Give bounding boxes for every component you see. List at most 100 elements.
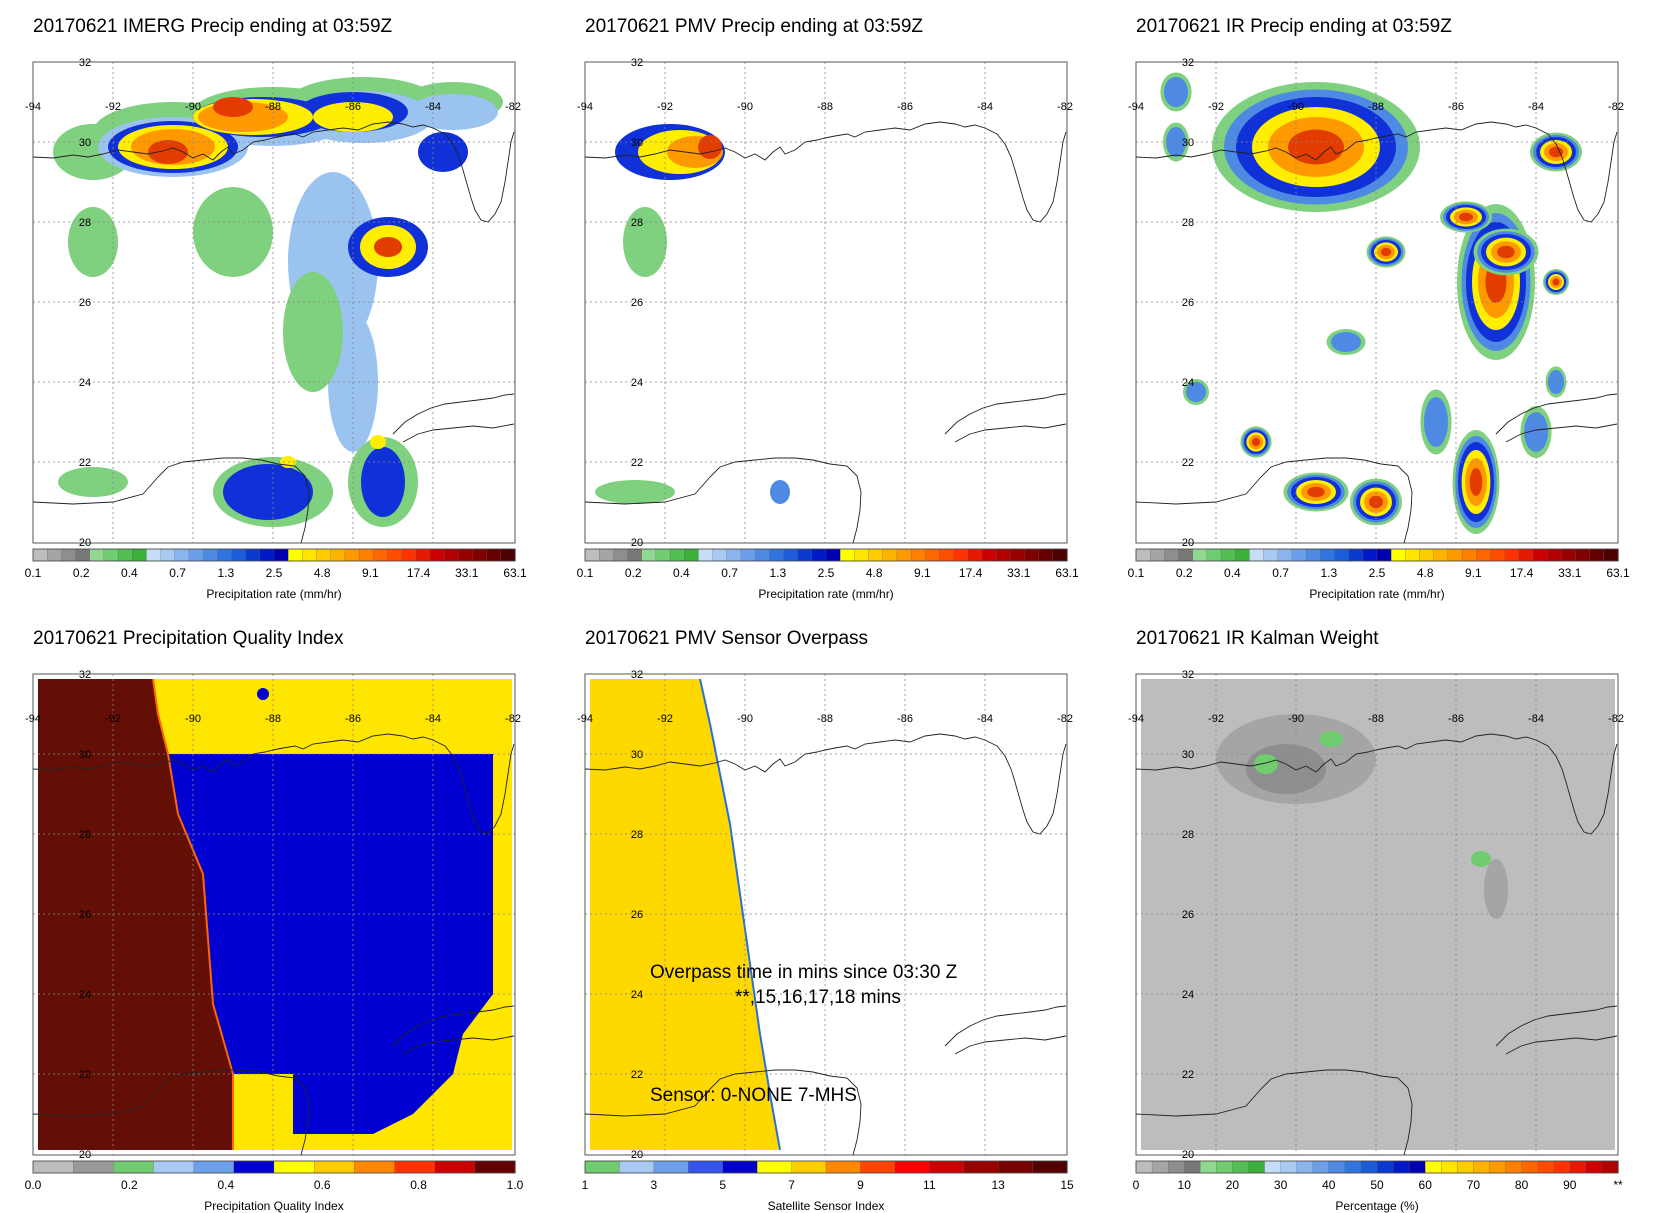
lat-tick-label: 26	[79, 297, 91, 309]
coastline-path	[1135, 1069, 1413, 1156]
colorbar-tick-label: 9	[857, 1178, 864, 1192]
colorbar-bin	[1569, 1160, 1587, 1174]
lat-tick-label: 22	[79, 1069, 91, 1081]
precip-cell	[361, 447, 405, 517]
colorbar-bin	[354, 1160, 396, 1174]
colorbar-tick-label: 17.4	[959, 566, 983, 580]
grid-lines	[585, 674, 1067, 1155]
lat-tick-label: 32	[631, 57, 643, 69]
lon-tick-label: -82	[1057, 101, 1073, 113]
colorbar-title-pqi: Precipitation Quality Index	[204, 1199, 344, 1213]
colorbar-tick-label: 10	[1178, 1178, 1192, 1192]
colorbar-bin	[259, 548, 275, 562]
colorbar-tick-label: 0.1	[577, 566, 594, 580]
colorbar-bin	[1362, 548, 1378, 562]
colorbar-bin	[316, 548, 332, 562]
coastline-path	[1135, 457, 1413, 544]
colorbar-border	[584, 1160, 1068, 1174]
colorbar-tick-label: 0.1	[1128, 566, 1145, 580]
colorbar-bin	[401, 548, 417, 562]
precip-cell	[283, 272, 343, 392]
colorbar-bin	[273, 1160, 315, 1174]
colorbar-bin	[344, 548, 360, 562]
map-border	[32, 673, 516, 1156]
lat-tick-label: 20	[79, 1149, 91, 1161]
coastline-path	[954, 423, 1067, 443]
colorbar-bins	[584, 548, 1068, 562]
colorbar-bin	[486, 548, 502, 562]
colorbar-bin	[434, 1160, 476, 1174]
coastline-path	[392, 1005, 515, 1047]
coastline-path	[1495, 1005, 1618, 1047]
lat-tick-label: 28	[79, 217, 91, 229]
lon-tick-label: -82	[505, 713, 521, 725]
lat-tick-label: 26	[1182, 297, 1194, 309]
colorbar-bin	[1585, 1160, 1603, 1174]
colorbar-bin	[896, 548, 912, 562]
lon-tick-label: -92	[657, 713, 673, 725]
map-overpass: -94 -92 -90 -88 -86 -84 -82 32 30 28 26 24 22 20	[577, 669, 1073, 1161]
coastline-path	[1135, 121, 1618, 223]
colorbar-bin	[89, 548, 105, 562]
colorbar-bin	[688, 1160, 724, 1174]
lat-tick-label: 30	[79, 749, 91, 761]
colorbar-bin	[684, 548, 700, 562]
colorbar-bin	[641, 548, 657, 562]
lon-tick-label: -88	[817, 101, 833, 113]
colorbar-bin	[1575, 548, 1591, 562]
colorbar-tick-label: 20	[1226, 1178, 1240, 1192]
colorbar-tick-label: 3	[651, 1178, 658, 1192]
colorbar-bin	[740, 548, 756, 562]
colorbar-tick-label: 1.3	[1320, 566, 1337, 580]
colorbar-tick-label: 5	[719, 1178, 726, 1192]
coastline-path	[584, 733, 1067, 835]
colorbar-bin	[1052, 548, 1068, 562]
colorbar-tick-label: 63.1	[503, 566, 527, 580]
colorbar-bin	[188, 548, 204, 562]
lon-tick-label: -90	[737, 101, 753, 113]
colorbar-bin	[619, 1160, 655, 1174]
lat-tick-label: 20	[631, 1149, 643, 1161]
lon-tick-label: -94	[577, 101, 593, 113]
colorbar-tick-label: 33.1	[1558, 566, 1582, 580]
colorbar-bin	[1457, 1160, 1475, 1174]
colorbar-bin	[153, 1160, 195, 1174]
quality-field	[38, 678, 512, 1150]
precip-cell	[408, 94, 498, 130]
colorbar-bin	[868, 548, 884, 562]
lon-tick-label: -82	[1608, 101, 1624, 113]
colorbar-bins	[1135, 1160, 1619, 1174]
colorbar-bin	[1461, 548, 1477, 562]
colorbar-tick-label: 2.5	[1369, 566, 1386, 580]
precip-cell	[1459, 212, 1473, 222]
lon-tick-label: -90	[1288, 101, 1304, 113]
lon-tick-label: -90	[185, 713, 201, 725]
colorbar-bin	[1010, 548, 1026, 562]
lon-tick-label: -86	[345, 101, 361, 113]
colorbar-bin	[1489, 1160, 1507, 1174]
colorbar-tick-label: 60	[1419, 1178, 1433, 1192]
colorbar-bin	[1601, 1160, 1619, 1174]
lon-tick-label: -84	[425, 713, 441, 725]
coastline-path	[954, 1035, 1067, 1055]
colorbar-tick-label: 2.5	[818, 566, 835, 580]
colorbar-bin	[1392, 1160, 1410, 1174]
colorbar-tick-label: 1.0	[507, 1178, 524, 1192]
colorbar-tick-label: 33.1	[1007, 566, 1031, 580]
lat-tick-label: 30	[1182, 137, 1194, 149]
colorbar-imerg: 0.1 0.2 0.4 0.7 1.3 2.5 4.8 9.1 17.4 33.1 63.1	[25, 548, 527, 580]
precip-cell	[1552, 278, 1560, 286]
lat-tick-label: 28	[631, 217, 643, 229]
lon-tick-label: -94	[1128, 713, 1144, 725]
panel-title-overpass: 20170621 PMV Sensor Overpass	[585, 628, 869, 649]
lat-tick-label: 26	[1182, 909, 1194, 921]
lon-tick-label: -90	[185, 101, 201, 113]
colorbar-bin	[825, 548, 841, 562]
colorbar-bin	[981, 548, 997, 562]
colorbar-bin	[1164, 548, 1180, 562]
colorbar-bin	[783, 548, 799, 562]
lat-tick-label: 32	[631, 669, 643, 681]
coastline-path	[944, 393, 1067, 435]
colorbar-tick-label: 15	[1060, 1178, 1074, 1192]
coastline	[32, 733, 515, 1156]
